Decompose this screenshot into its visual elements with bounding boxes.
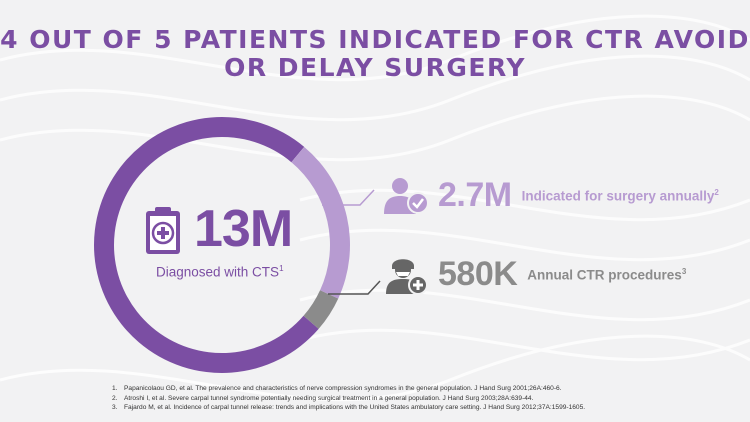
connector-line-procedures <box>328 280 381 295</box>
stat-procedures: 580K Annual CTR procedures3 <box>438 255 686 294</box>
reference-item: 1. Papanicolaou GD, et al. The prevalence… <box>112 384 585 394</box>
references-list: 1. Papanicolaou GD, et al. The prevalence… <box>112 384 585 413</box>
stat-procedures-sup: 3 <box>681 266 687 276</box>
reference-number: 2. <box>112 394 118 402</box>
reference-number: 1. <box>112 385 118 392</box>
stat-indicated-sup: 2 <box>714 187 719 197</box>
stat-indicated-value: 2.7M <box>438 176 512 214</box>
donut-segment-procedures <box>303 290 339 329</box>
slide-title: 4 out of 5 patients indicated for CTR av… <box>0 26 750 82</box>
center-value: 13M <box>194 200 293 258</box>
stat-indicated: 2.7M Indicated for surgery annually2 <box>438 176 719 215</box>
reference-item: 2. Atroshi I, et al. Severe carpal tunnel… <box>112 394 585 404</box>
reference-text: Fajardo M, et al. Incidence of carpal tu… <box>124 404 586 412</box>
center-caption-sup: 1 <box>279 264 284 273</box>
stat-procedures-label: Annual CTR procedures3 <box>527 267 686 283</box>
reference-item: 3. Fajardo M, et al. Incidence of carpal … <box>112 403 586 413</box>
center-label: 13M Diagnosed with CTS1 <box>144 198 324 280</box>
center-caption: Diagnosed with CTS1 <box>156 264 284 280</box>
stat-indicated-label-text: Indicated for surgery annually <box>521 188 715 204</box>
clipboard-medical-icon <box>146 207 180 254</box>
connector-line-indicated <box>322 189 375 206</box>
reference-text: Atroshi I, et al. Severe carpal tunnel s… <box>124 394 534 402</box>
surgeon-icon <box>386 259 428 294</box>
stat-procedures-value: 580K <box>438 255 518 293</box>
reference-text: Papanicolaou GD, et al. The prevalence a… <box>124 385 562 392</box>
reference-number: 3. <box>112 404 118 412</box>
title-line-1: 4 out of 5 patients indicated for CTR av… <box>0 25 750 54</box>
stat-indicated-label: Indicated for surgery annually2 <box>522 188 719 204</box>
donut-segment-diagnosed <box>94 117 319 374</box>
donut-segment-indicated <box>291 146 350 299</box>
stat-procedures-label-text: Annual CTR procedures <box>527 267 682 283</box>
center-caption-text: Diagnosed with CTS <box>156 264 280 280</box>
doctor-check-icon <box>384 178 429 214</box>
title-line-2: or delay surgery <box>224 53 526 82</box>
